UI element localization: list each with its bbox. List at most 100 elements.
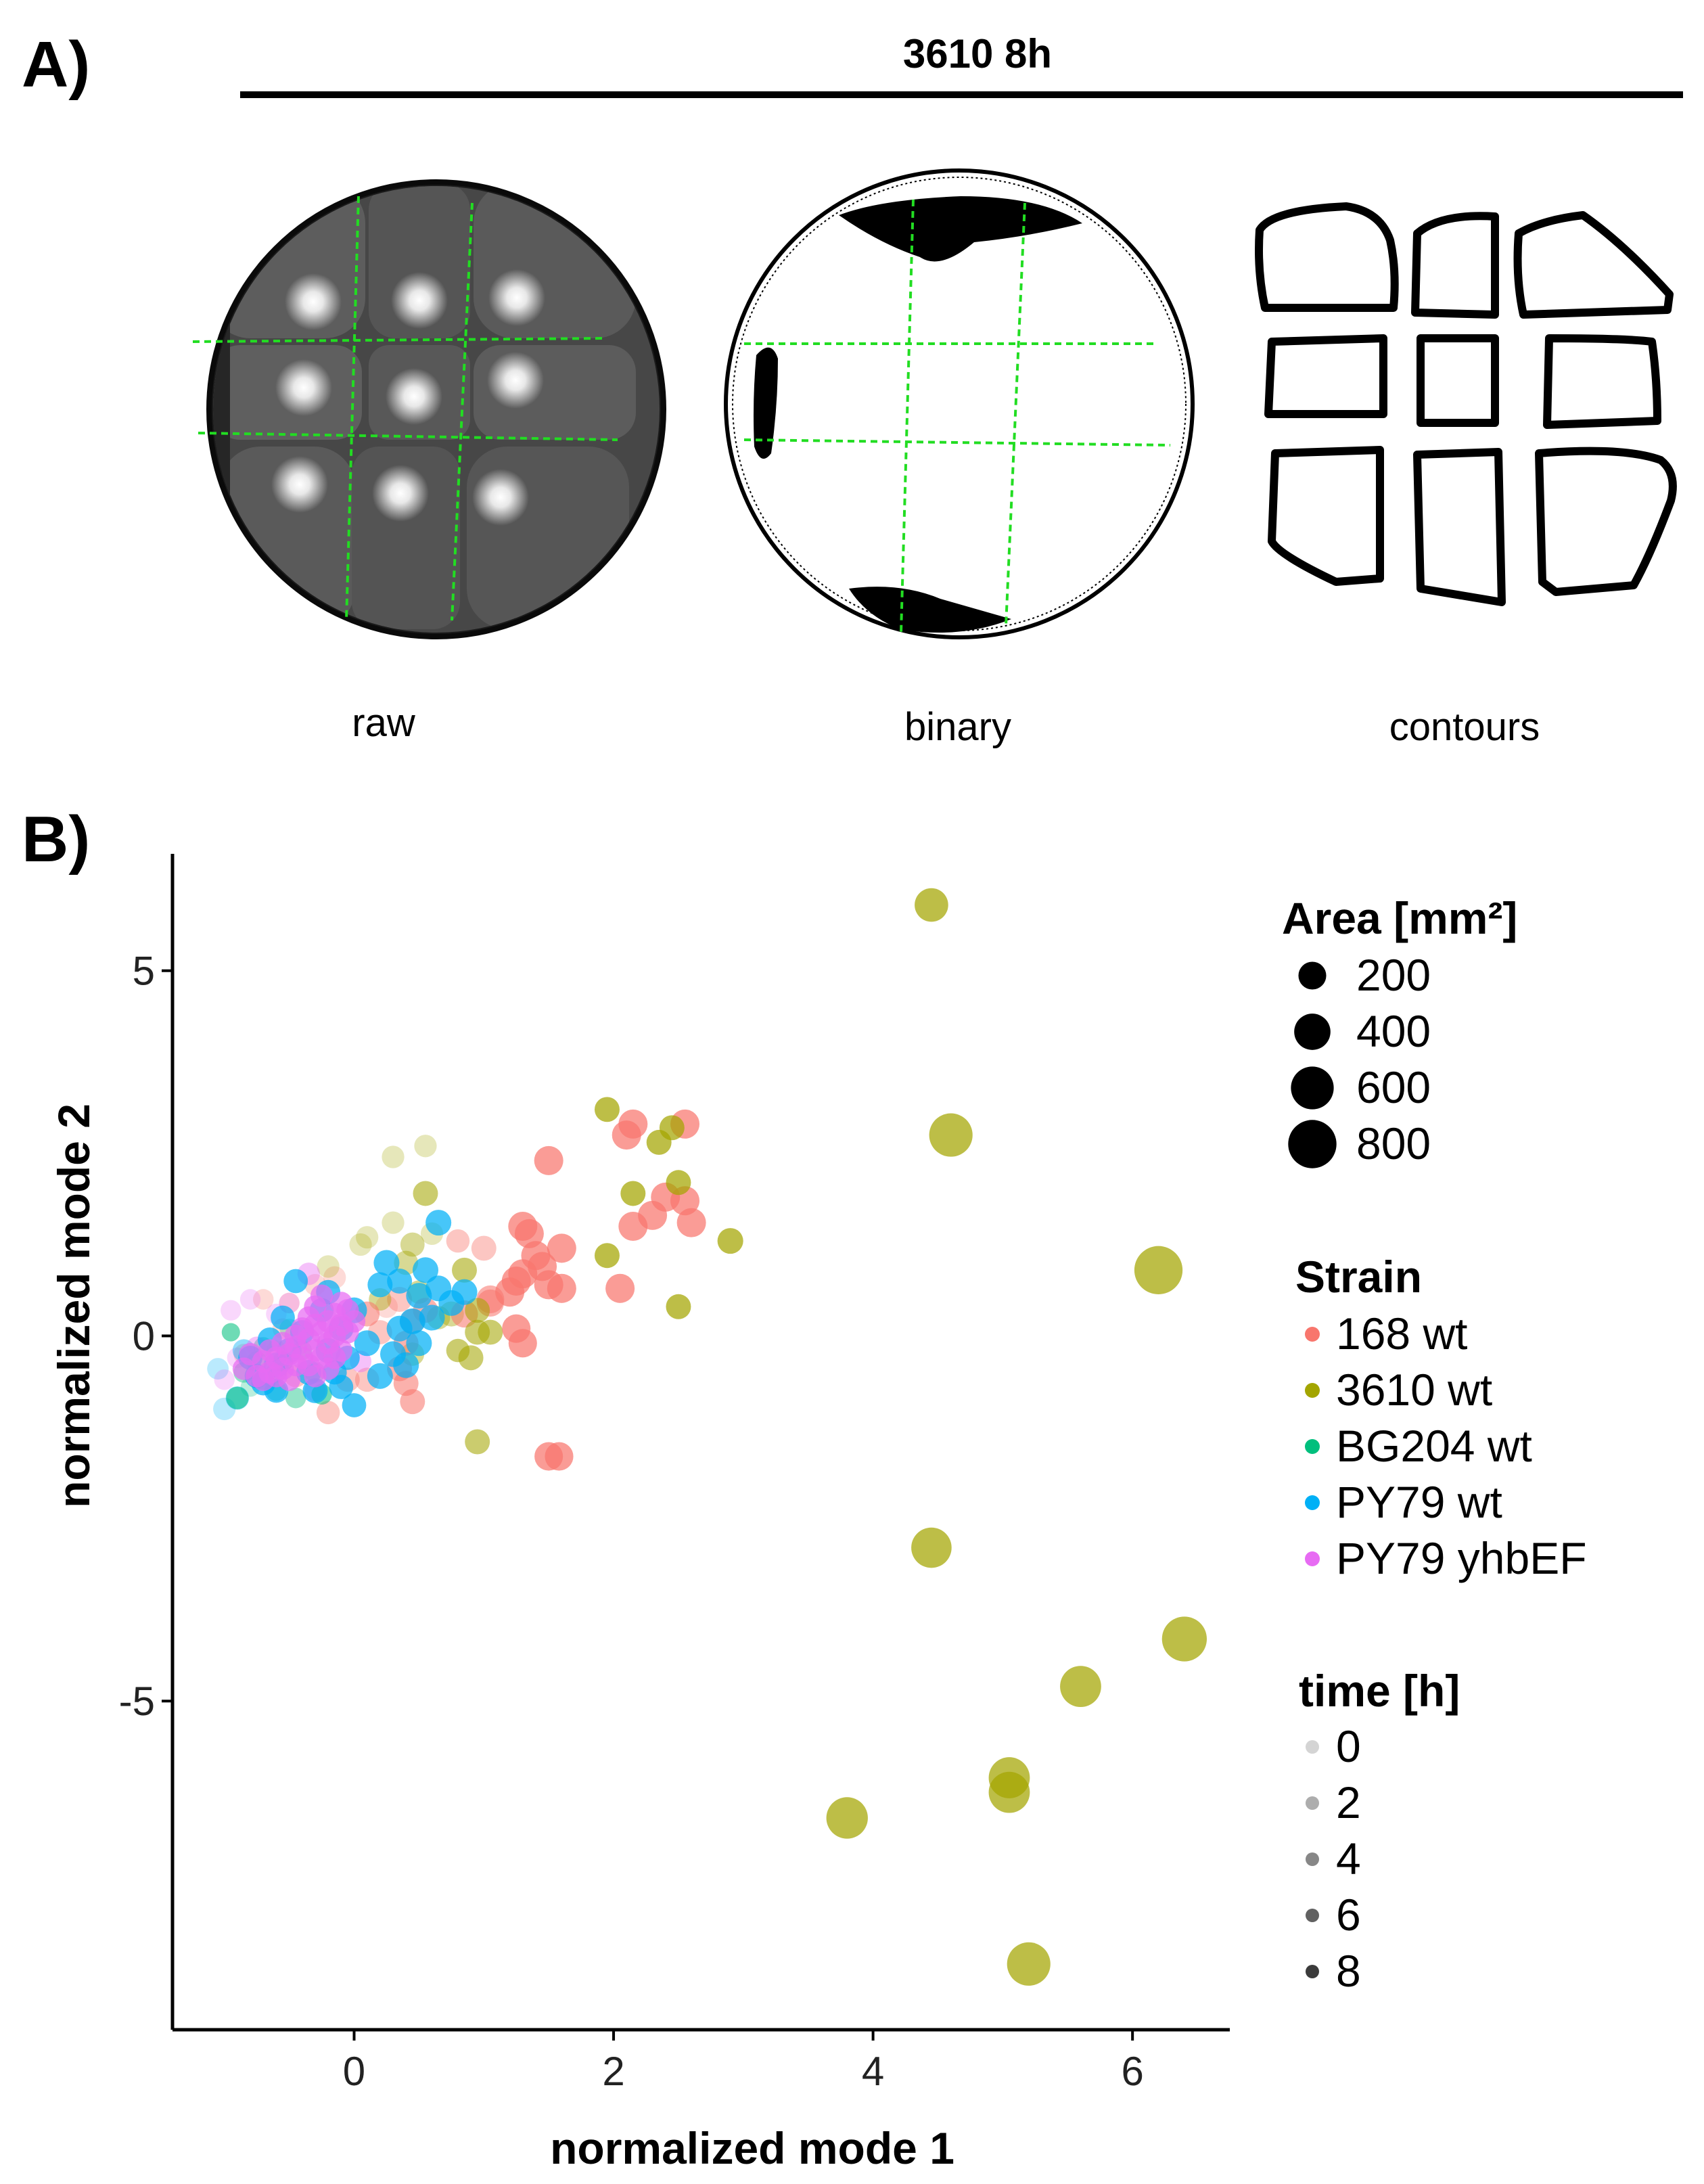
y-ticks: -5 0 5 [119,949,172,1724]
legend-strain-items: 168 wt 3610 wt BG204 wt PY79 wt PY79 yhbEF [1305,1309,1587,1583]
data-point-py79-yhbef [221,1300,241,1321]
data-point-3610-wt [414,1135,437,1158]
data-point-168-wt [547,1233,576,1263]
data-point-3610-wt [400,1232,425,1257]
legend-time: time [h] 0 2 4 6 8 [1299,1666,1460,1996]
points-layer [207,888,1207,1986]
data-point-py79-wt [387,1269,413,1294]
data-point-3610-wt [620,1181,646,1206]
legend-time-key [1306,1965,1319,1978]
legend-time-items: 0 2 4 6 8 [1306,1721,1361,1996]
data-point-bg204-wt [221,1323,240,1342]
legend-strain-label: PY79 wt [1336,1477,1502,1527]
data-point-168-wt [534,1145,563,1175]
data-point-168-wt [618,1212,648,1242]
data-point-py79-wt [419,1304,445,1331]
legend-size-key [1288,1120,1337,1168]
legend-strain-key [1305,1383,1320,1398]
data-point-168-wt [253,1289,274,1310]
data-point-py79-wt [367,1272,393,1298]
x-tick-label: 0 [343,2049,365,2094]
data-point-3610-wt [717,1228,743,1254]
data-point-3610-wt [911,1527,952,1568]
x-axis-title: normalized mode 1 [550,2123,954,2173]
legend-size-label: 200 [1356,950,1431,1000]
legend-size-key [1291,1066,1334,1110]
legend-size-key [1294,1014,1331,1050]
data-point-bg204-wt [285,1388,306,1409]
data-point-3610-wt [929,1113,973,1157]
data-point-py79-yhbef [252,1368,275,1391]
data-point-3610-wt [666,1170,691,1196]
panel-a-header: 3610 8h [903,31,1052,76]
data-point-py79-wt [373,1250,400,1276]
data-point-py79-wt [354,1330,380,1357]
legend-strain-title: Strain [1295,1252,1422,1302]
data-point-py79-yhbef [239,1342,262,1366]
legend-strain-key [1305,1551,1320,1566]
legend-strain-label: 168 wt [1336,1309,1467,1359]
data-point-3610-wt [666,1294,691,1319]
data-point-168-wt [547,1273,576,1303]
data-point-168-wt [400,1389,425,1415]
legend-strain: Strain 168 wt 3610 wt BG204 wt PY79 wt PY79 … [1295,1252,1587,1583]
data-point-py79-wt [406,1283,432,1309]
legend-strain-label: PY79 yhbEF [1336,1533,1587,1583]
legend-strain-key [1305,1439,1320,1454]
data-point-168-wt [605,1273,635,1303]
data-point-3610-wt [915,888,948,922]
legend-time-key [1306,1740,1319,1754]
data-point-py79-wt [386,1315,413,1342]
data-point-py79-yhbef [342,1310,366,1333]
x-tick-label: 2 [602,2049,624,2094]
data-point-py79-yhbef [323,1346,346,1369]
data-point-3610-wt [1060,1666,1101,1708]
scatter-plot: 0 2 4 6 -5 0 5 normalized mode 1 normalized m… [49,854,1230,2173]
data-point-168-wt [545,1442,574,1471]
data-point-3610-wt [452,1257,477,1283]
data-point-3610-wt [382,1211,405,1234]
legend-size-label: 600 [1356,1062,1431,1112]
data-point-168-wt [676,1208,706,1237]
legend-time-key [1306,1852,1319,1866]
legend-time-label: 2 [1336,1777,1361,1827]
raw-plate-image [192,179,666,639]
data-point-3610-wt [446,1338,470,1363]
panel-a-letter: A) [22,28,90,101]
legend-time-label: 8 [1336,1946,1361,1996]
data-point-168-wt [618,1109,648,1139]
data-point-3610-wt [1161,1616,1207,1662]
data-point-3610-wt [356,1226,379,1249]
legend-time-label: 0 [1336,1721,1361,1771]
data-point-py79-wt [425,1210,452,1236]
legend-strain-label: 3610 wt [1336,1365,1492,1415]
legend-size-label: 400 [1356,1006,1431,1056]
data-point-168-wt [508,1212,538,1242]
data-point-py79-wt [207,1358,229,1380]
x-tick-label: 4 [862,2049,884,2094]
binary-plate-image [724,168,1195,639]
legend-time-title: time [h] [1299,1666,1460,1716]
data-point-3610-wt [1007,1942,1051,1986]
data-point-py79-wt [271,1305,295,1330]
data-point-py79-yhbef [297,1306,321,1329]
y-tick-label: -5 [119,1679,155,1724]
legend-strain-label: BG204 wt [1336,1421,1532,1471]
data-point-py79-yhbef [329,1292,352,1315]
legend-strain-key [1305,1327,1320,1342]
legend-area: Area [mm²] 200 400 600 800 [1282,893,1517,1168]
legend-size-key [1298,961,1327,990]
contours-image [1255,202,1677,606]
data-point-py79-wt [342,1393,367,1417]
data-point-py79-wt [329,1375,354,1399]
legend-area-items: 200 400 600 800 [1288,950,1431,1168]
data-point-3610-wt [988,1771,1030,1813]
data-point-py79-wt [451,1279,478,1305]
y-tick-label: 5 [133,949,155,994]
data-point-py79-yhbef [214,1369,235,1390]
image-label-raw: raw [352,701,416,745]
legend-time-key [1306,1909,1319,1922]
data-point-3610-wt [1134,1246,1183,1294]
data-point-py79-yhbef [284,1324,307,1348]
